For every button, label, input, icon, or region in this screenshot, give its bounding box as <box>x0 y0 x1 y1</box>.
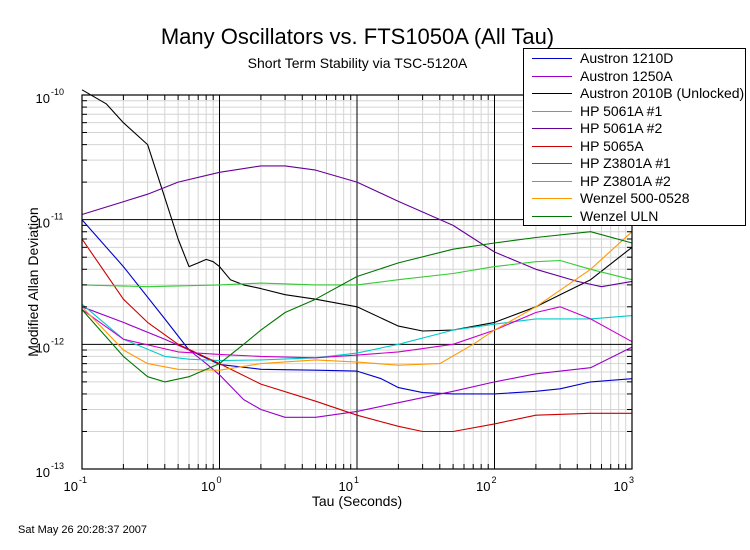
legend-item: Wenzel 500-0528 <box>524 190 745 207</box>
legend-item: HP Z3801A #1 <box>524 155 745 172</box>
series-line-8 <box>81 259 633 288</box>
legend-swatch <box>532 180 572 182</box>
y-tick-label: 10 -12 <box>36 336 64 355</box>
legend-swatch <box>532 145 572 147</box>
legend-label: Austron 1210D <box>580 50 674 66</box>
legend-label: HP 5065A <box>580 137 644 154</box>
legend-item: HP Z3801A #2 <box>524 173 745 190</box>
legend-swatch <box>532 110 572 112</box>
x-tick-label: 10 -1 <box>64 475 87 494</box>
series-line-5 <box>81 165 633 288</box>
legend: Austron 1210D Austron 1250A Austron 2010B … <box>523 48 746 226</box>
legend-swatch <box>532 93 572 94</box>
chart-title: Many Oscillators vs. FTS1050A (All Tau) <box>160 24 555 49</box>
x-tick-exponent: 0 <box>217 475 222 485</box>
legend-swatch <box>532 215 572 217</box>
legend-item: HP 5061A #1 <box>524 103 745 120</box>
legend-swatch <box>532 58 572 59</box>
x-tick-exponent: -1 <box>79 475 87 485</box>
series-line-4 <box>81 303 633 362</box>
legend-label: Wenzel 500-0528 <box>580 190 690 206</box>
legend-label: HP 5061A #1 <box>580 102 663 119</box>
legend-label: HP Z3801A #1 <box>580 155 671 171</box>
x-tick-base: 10 <box>201 479 215 494</box>
timestamp: Sat May 26 20:28:37 2007 <box>18 524 148 536</box>
x-axis-label: Tau (Seconds) <box>312 493 402 509</box>
legend-item: HP 5061A #2 <box>524 120 745 137</box>
legend-item: Austron 1250A <box>524 68 745 85</box>
plot-frame <box>81 94 633 470</box>
legend-swatch <box>532 163 572 164</box>
y-tick-exponent: -10 <box>51 87 64 97</box>
x-tick-label: 10 2 <box>476 475 496 494</box>
x-tick-label: 10 3 <box>614 475 634 494</box>
y-tick-label: 10 -11 <box>36 212 64 231</box>
x-tick-base: 10 <box>614 479 628 494</box>
y-tick-base: 10 <box>36 91 50 106</box>
legend-label: HP Z3801A #2 <box>580 172 671 189</box>
series-line-1 <box>81 219 633 395</box>
legend-label: HP 5061A #2 <box>580 120 663 136</box>
series-lines <box>81 89 633 433</box>
chart-subtitle: Short Term Stability via TSC-5120A <box>247 55 468 71</box>
x-tick-base: 10 <box>476 479 490 494</box>
series-line-7 <box>81 306 633 359</box>
series-line-3 <box>81 89 633 332</box>
y-tick-exponent: -11 <box>51 212 63 222</box>
x-tick-base: 10 <box>339 479 353 494</box>
legend-item: Wenzel ULN <box>524 208 745 225</box>
x-tick-label: 10 0 <box>201 475 221 494</box>
legend-swatch <box>532 75 572 77</box>
series-line-6 <box>81 238 632 433</box>
legend-item: Austron 2010B (Unlocked) <box>524 85 745 102</box>
y-tick-exponent: -13 <box>51 461 64 471</box>
legend-label: Wenzel ULN <box>580 207 659 224</box>
x-tick-label: 10 1 <box>339 475 359 494</box>
x-tick-exponent: 3 <box>629 475 634 485</box>
legend-swatch <box>532 128 572 129</box>
series-line-2 <box>81 306 633 418</box>
y-tick-base: 10 <box>36 340 50 355</box>
legend-item: Austron 1210D <box>524 50 745 67</box>
x-tick-exponent: 1 <box>354 475 359 485</box>
series-line-10 <box>81 231 633 383</box>
x-tick-exponent: 2 <box>492 475 497 485</box>
legend-item: HP 5065A <box>524 138 745 155</box>
series-line-9 <box>81 231 633 371</box>
y-tick-exponent: -12 <box>51 336 64 346</box>
y-tick-base: 10 <box>36 216 50 231</box>
y-axis-label: Modified Allan Deviation <box>25 207 41 356</box>
x-tick-base: 10 <box>64 479 78 494</box>
y-tick-label: 10 -10 <box>36 87 64 106</box>
legend-label: Austron 1250A <box>580 67 673 84</box>
y-tick-label: 10 -13 <box>36 461 64 480</box>
legend-label: Austron 2010B (Unlocked) <box>580 85 745 101</box>
y-tick-base: 10 <box>36 465 50 480</box>
legend-swatch <box>532 198 572 199</box>
